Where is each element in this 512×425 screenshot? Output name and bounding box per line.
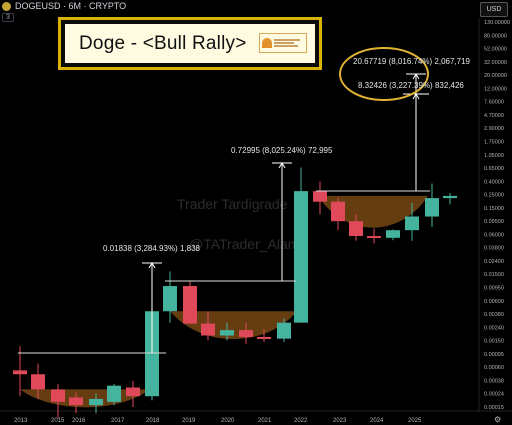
y-tick-label: 0.40000 xyxy=(484,179,504,185)
sunrise-icon xyxy=(262,38,272,48)
symbol-label: DOGEUSD · 6M · CRYPTO xyxy=(15,1,127,11)
x-tick-label: 2015 xyxy=(51,418,65,424)
y-tick-label: 0.03800 xyxy=(484,246,504,252)
y-tick-label: 0.00015 xyxy=(484,405,504,411)
cup-pattern-2024 xyxy=(318,195,428,228)
y-tick-label: 0.00950 xyxy=(484,286,504,292)
y-tick-label: 0.00150 xyxy=(484,339,504,345)
candle-body xyxy=(13,370,27,375)
logo-text-lines xyxy=(274,39,300,47)
watermark-handle: @TATrader_Alan xyxy=(189,236,296,252)
candle-body xyxy=(163,286,177,312)
y-tick-label: 0.06000 xyxy=(484,232,504,238)
candle-body xyxy=(405,216,419,231)
candle-body xyxy=(257,337,271,340)
x-tick-label: 2022 xyxy=(294,418,308,424)
y-tick-label: 2.90000 xyxy=(484,126,504,132)
candle-body xyxy=(126,387,140,397)
annotation-rally-2021: 0.72995 (8,025.24%) 72,995 xyxy=(231,146,333,155)
y-tick-label: 0.00380 xyxy=(484,312,504,318)
candle-body xyxy=(220,330,234,336)
watermark-name: Trader Tardigrade xyxy=(177,196,288,212)
settings-icon: ⚙ xyxy=(494,415,501,424)
candle-body xyxy=(201,323,215,336)
x-tick-label: 2025 xyxy=(408,418,422,424)
y-tick-label: 20.00000 xyxy=(484,73,507,79)
chart-title: Doge - <Bull Rally> xyxy=(79,32,247,54)
annotation-target-1: 8.32426 (3,227.39%) 832,426 xyxy=(358,81,464,90)
title-banner-inner: Doge - <Bull Rally> xyxy=(65,24,315,63)
x-tick-label: 2018 xyxy=(146,418,160,424)
y-tick-label: 0.15000 xyxy=(484,206,504,212)
candle-body xyxy=(331,201,345,222)
x-tick-label: 2017 xyxy=(111,418,125,424)
y-tick-label: 130.00000 xyxy=(484,20,510,26)
y-tick-label: 0.00600 xyxy=(484,299,504,305)
candle-body xyxy=(313,191,327,202)
doge-coin-icon xyxy=(2,1,11,11)
y-tick-label: 0.00240 xyxy=(484,325,504,331)
candle-body xyxy=(31,374,45,390)
candle-body xyxy=(425,198,439,217)
candle-body xyxy=(145,311,159,397)
x-tick-label: 2020 xyxy=(221,418,235,424)
candle-body xyxy=(69,397,83,406)
candle-body xyxy=(443,195,457,199)
y-tick-label: 0.00060 xyxy=(484,365,504,371)
candle-body xyxy=(367,236,381,239)
candle-body xyxy=(51,389,65,402)
y-tick-label: 1.75000 xyxy=(484,139,504,145)
candle-body xyxy=(277,322,291,339)
y-tick-label: 7.60000 xyxy=(484,100,504,106)
y-tick-label: 4.70000 xyxy=(484,113,504,119)
y-tick-label: 0.25000 xyxy=(484,193,504,199)
candle-body xyxy=(107,385,121,402)
annotation-target-2: 20.67719 (8,016.74%) 2,067,719 xyxy=(353,57,470,66)
y-tick-label: 0.65000 xyxy=(484,166,504,172)
symbol-header[interactable]: DOGEUSD · 6M · CRYPTO xyxy=(2,1,126,11)
y-tick-label: 0.09500 xyxy=(484,219,504,225)
y-tick-label: 12.00000 xyxy=(484,86,507,92)
title-banner: Doge - <Bull Rally> xyxy=(58,17,322,70)
indicator-count-badge[interactable]: 3 xyxy=(2,13,14,22)
annotation-rally-2017: 0.01838 (3,284.93%) 1,838 xyxy=(103,244,200,253)
candle-body xyxy=(349,221,363,237)
x-tick-label: 2021 xyxy=(258,418,272,424)
candle-body xyxy=(386,230,400,238)
y-tick-label: 0.00095 xyxy=(484,352,504,358)
currency-select[interactable]: USD xyxy=(480,2,508,17)
brand-logo xyxy=(259,33,307,53)
y-tick-label: 32.00000 xyxy=(484,60,507,66)
candle-body xyxy=(89,398,103,406)
y-tick-label: 0.00024 xyxy=(484,392,504,398)
y-tick-label: 0.01500 xyxy=(484,272,504,278)
x-tick-label: 2023 xyxy=(333,418,347,424)
y-tick-label: 80.00000 xyxy=(484,33,507,39)
y-tick-label: 52.00000 xyxy=(484,47,507,53)
candle-body xyxy=(183,286,197,324)
y-tick-label: 0.00038 xyxy=(484,378,504,384)
x-tick-label: 2013 xyxy=(14,418,28,424)
x-tick-label: 2016 xyxy=(72,418,86,424)
y-tick-label: 0.02400 xyxy=(484,259,504,265)
x-tick-label: 2024 xyxy=(370,418,384,424)
y-tick-label: 1.05000 xyxy=(484,153,504,159)
highlight-circle xyxy=(339,47,429,101)
candle-body xyxy=(294,191,308,323)
candle-body xyxy=(239,330,253,338)
x-tick-label: 2019 xyxy=(182,418,196,424)
